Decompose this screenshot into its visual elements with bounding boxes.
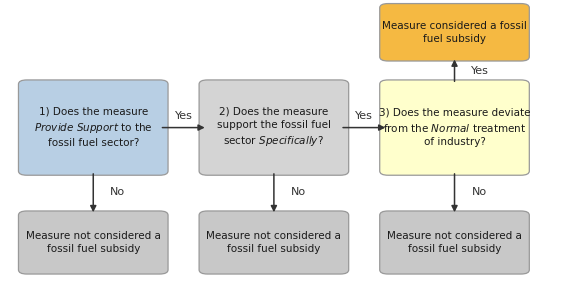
Text: No: No bbox=[291, 187, 306, 197]
Text: Measure considered a fossil
fuel subsidy: Measure considered a fossil fuel subsidy bbox=[382, 21, 527, 44]
FancyBboxPatch shape bbox=[380, 80, 529, 175]
FancyBboxPatch shape bbox=[18, 211, 168, 274]
Text: 1) Does the measure
$\bf{\mathit{Provide\ Support}}$ to the
fossil fuel sector?: 1) Does the measure $\bf{\mathit{Provide… bbox=[34, 107, 153, 148]
Text: Measure not considered a
fossil fuel subsidy: Measure not considered a fossil fuel sub… bbox=[387, 231, 522, 254]
FancyBboxPatch shape bbox=[380, 211, 529, 274]
FancyBboxPatch shape bbox=[199, 80, 348, 175]
Text: Yes: Yes bbox=[355, 111, 373, 121]
FancyBboxPatch shape bbox=[18, 80, 168, 175]
Text: 2) Does the measure
support the fossil fuel
sector $\mathit{Specifically}$?: 2) Does the measure support the fossil f… bbox=[217, 107, 331, 148]
Text: Measure not considered a
fossil fuel subsidy: Measure not considered a fossil fuel sub… bbox=[206, 231, 342, 254]
Text: Yes: Yes bbox=[175, 111, 192, 121]
FancyBboxPatch shape bbox=[380, 3, 529, 61]
Text: No: No bbox=[110, 187, 126, 197]
Text: 3) Does the measure deviate
from the $\mathit{Normal}$ treatment
of industry?: 3) Does the measure deviate from the $\m… bbox=[379, 108, 530, 147]
Text: Measure not considered a
fossil fuel subsidy: Measure not considered a fossil fuel sub… bbox=[26, 231, 161, 254]
Text: No: No bbox=[471, 187, 487, 197]
FancyBboxPatch shape bbox=[199, 211, 348, 274]
Text: Yes: Yes bbox=[471, 66, 490, 76]
